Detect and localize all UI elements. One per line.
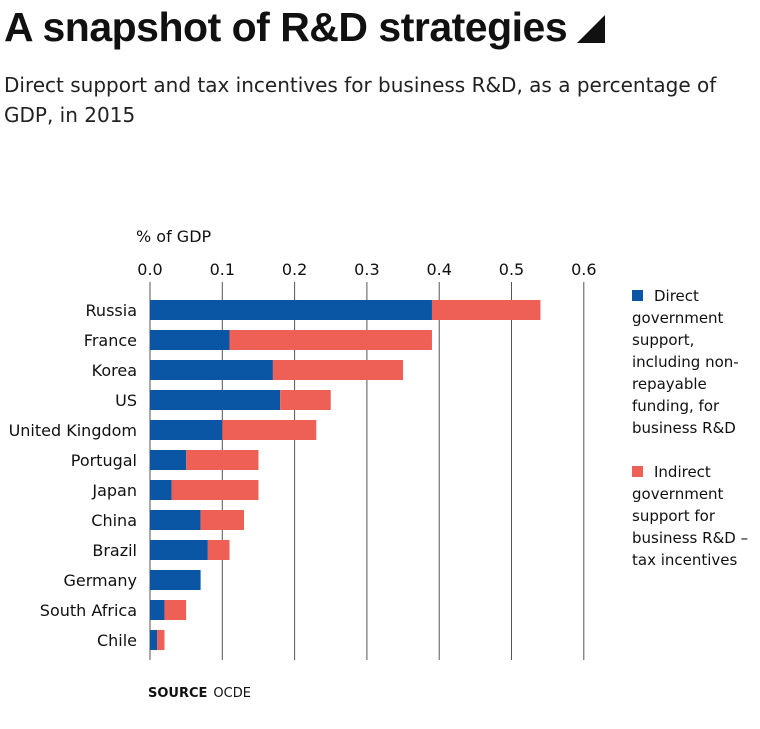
bar-chart: % of GDP 0.0 0.1 0.2 0.3 0.4 0.5 0.6 Russia Fra…: [9, 227, 597, 660]
bar-direct: [150, 450, 187, 470]
category-label: Russia: [86, 301, 137, 320]
bar-direct: [150, 510, 201, 530]
source-label: SOURCE: [148, 686, 208, 701]
bar-direct: [150, 330, 230, 350]
x-tick-label: 0.0: [137, 260, 162, 279]
category-label: Germany: [63, 571, 137, 590]
bar-indirect: [171, 480, 259, 500]
bar-indirect: [164, 600, 187, 620]
x-tick-label: 0.6: [571, 260, 596, 279]
x-axis-label: % of GDP: [136, 227, 212, 246]
bar-indirect: [186, 450, 259, 470]
chart-subtitle: Direct support and tax incentives for bu…: [4, 73, 717, 127]
bar-indirect: [229, 330, 432, 350]
bar-direct: [150, 420, 223, 440]
bar-direct: [150, 630, 158, 650]
category-label: US: [115, 391, 137, 410]
source-note: SOURCE OCDE: [148, 686, 251, 701]
x-tick-label: 0.5: [499, 260, 524, 279]
category-label: China: [91, 511, 137, 530]
category-label: France: [84, 331, 137, 350]
bars: [150, 300, 541, 650]
bar-indirect: [431, 300, 541, 320]
bar-direct: [150, 540, 208, 560]
category-label: Portugal: [71, 451, 137, 470]
category-label: United Kingdom: [9, 421, 137, 440]
category-label: South Africa: [40, 601, 137, 620]
legend-swatch-indirect: [632, 466, 643, 477]
bar-indirect: [272, 360, 404, 380]
x-tick-label: 0.3: [354, 260, 379, 279]
bar-direct: [150, 360, 273, 380]
legend-item-indirect: Indirect government support for business…: [632, 461, 760, 571]
category-label: Brazil: [92, 541, 137, 560]
legend-swatch-direct: [632, 290, 643, 301]
x-tick-label: 0.4: [426, 260, 451, 279]
bar-direct: [150, 480, 172, 500]
triangle-corner-icon: [577, 15, 606, 43]
category-label: Korea: [92, 361, 137, 380]
bar-indirect: [222, 420, 317, 440]
bar-direct: [150, 300, 432, 320]
x-tick-labels: 0.0 0.1 0.2 0.3 0.4 0.5 0.6: [137, 260, 596, 279]
bar-indirect: [200, 510, 244, 530]
bar-indirect: [157, 630, 165, 650]
bar-direct: [150, 570, 201, 590]
legend-item-direct: Direct government support, including non…: [632, 285, 760, 439]
legend-label-indirect: Indirect government support for business…: [632, 463, 749, 569]
category-label: Japan: [91, 481, 137, 500]
bar-indirect: [207, 540, 230, 560]
bar-indirect: [280, 390, 331, 410]
category-labels: Russia France Korea US United Kingdom Portuga…: [9, 301, 137, 650]
chart-title: A snapshot of R&D strategies: [4, 4, 606, 51]
chart-title-text: A snapshot of R&D strategies: [4, 4, 568, 50]
legend: Direct government support, including non…: [632, 285, 760, 571]
legend-label-direct: Direct government support, including non…: [632, 287, 739, 437]
x-tick-label: 0.2: [282, 260, 307, 279]
bar-direct: [150, 390, 281, 410]
category-label: Chile: [97, 631, 137, 650]
x-tick-label: 0.1: [210, 260, 235, 279]
source-text: OCDE: [213, 686, 251, 701]
bar-direct: [150, 600, 165, 620]
